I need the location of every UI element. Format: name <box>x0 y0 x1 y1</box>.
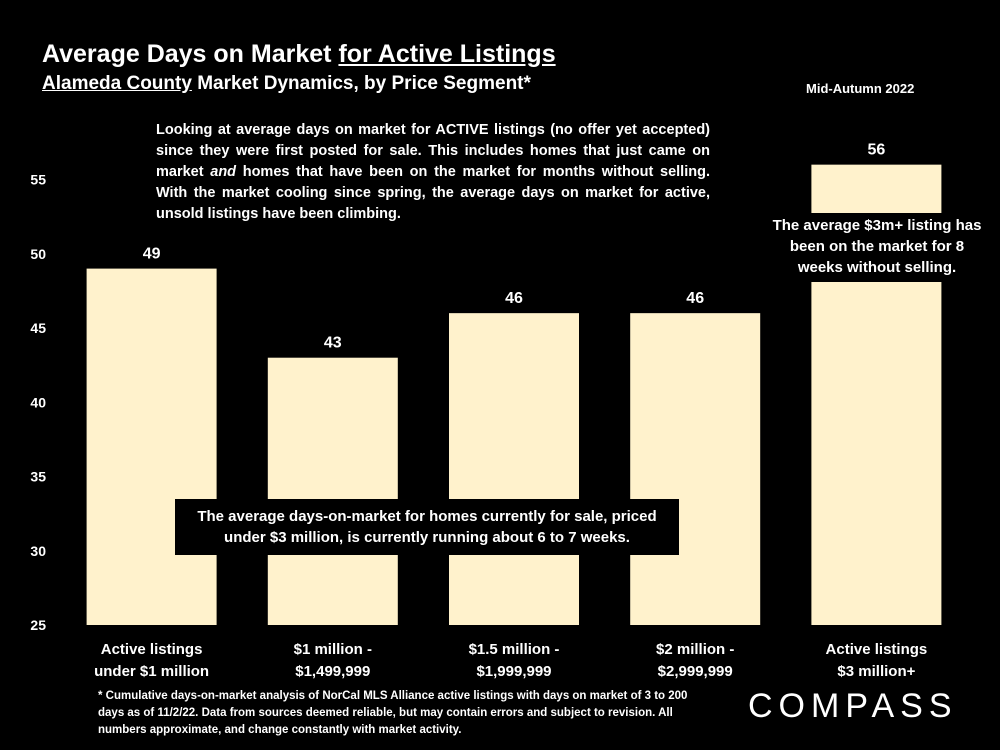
bar-1 <box>86 268 217 625</box>
category-label-4: $2 million - <box>656 641 734 658</box>
annotation-top-part1: Looking at average days on market for AC… <box>156 122 710 180</box>
category-label-1: Active listings <box>101 641 203 658</box>
chart-title: Average Days on Market for Active Listin… <box>42 40 556 69</box>
y-tick-label: 50 <box>30 246 46 262</box>
annotation-right: The average $3m+ listing has been on the… <box>768 213 986 282</box>
title-underlined: for Active Listings <box>338 40 556 68</box>
category-label-3: $1.5 million - <box>469 641 560 658</box>
bar-4 <box>630 313 761 625</box>
y-tick-label: 40 <box>30 394 46 410</box>
data-label-4: 46 <box>686 290 704 307</box>
subtitle-county: Alameda County <box>42 73 192 94</box>
category-label-3: $1,999,999 <box>476 663 551 680</box>
annotation-top-part2: homes that have been on the market for m… <box>156 164 710 222</box>
category-label-2: $1 million - <box>294 641 372 658</box>
bar-3 <box>449 313 579 625</box>
data-label-1: 49 <box>143 246 161 263</box>
data-label-3: 46 <box>505 290 523 307</box>
y-tick-label: 45 <box>30 320 46 336</box>
period-label: Mid-Autumn 2022 <box>806 81 915 96</box>
bar-2 <box>267 357 398 625</box>
category-label-5: $3 million+ <box>837 663 915 680</box>
compass-logo: COMPASS <box>748 687 958 725</box>
data-label-2: 43 <box>324 335 342 352</box>
category-label-2: $1,499,999 <box>295 663 370 680</box>
chart-subtitle: Alameda County Market Dynamics, by Price… <box>42 73 531 95</box>
category-label-1: under $1 million <box>94 663 209 680</box>
category-label-4: $2,999,999 <box>658 663 733 680</box>
y-tick-label: 55 <box>30 172 46 188</box>
annotation-middle: The average days-on-market for homes cur… <box>175 499 679 555</box>
data-label-5: 56 <box>868 142 886 159</box>
subtitle-rest: Market Dynamics, by Price Segment* <box>191 73 531 94</box>
y-tick-label: 35 <box>30 469 46 485</box>
title-prefix: Average Days on Market <box>42 40 339 68</box>
annotation-top: Looking at average days on market for AC… <box>150 118 716 229</box>
y-tick-label: 30 <box>30 543 46 559</box>
footnote: * Cumulative days-on-market analysis of … <box>98 690 688 736</box>
y-tick-label: 25 <box>30 617 46 633</box>
annotation-top-emphasis: and <box>210 164 237 180</box>
category-label-5: Active listings <box>826 641 928 658</box>
